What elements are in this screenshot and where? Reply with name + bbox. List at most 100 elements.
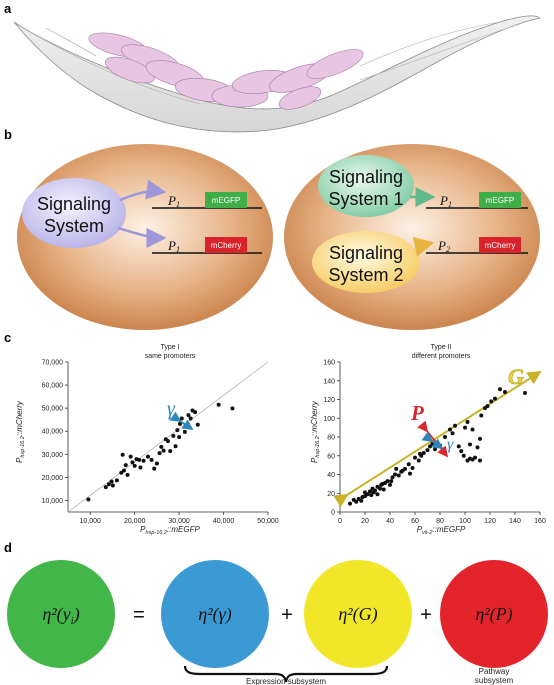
y-tick-label: 20,000 bbox=[42, 475, 64, 482]
variance-decomposition: η²(yi) = η²(γ) + η²(G) + η²(P) Expressio… bbox=[7, 560, 548, 685]
x-tick-label: 100 bbox=[459, 518, 471, 525]
data-point bbox=[216, 402, 221, 407]
x-tick-label: 140 bbox=[509, 518, 521, 525]
data-point bbox=[406, 462, 411, 467]
x-tick-label: 160 bbox=[534, 518, 546, 525]
data-point bbox=[359, 498, 364, 503]
data-point bbox=[410, 465, 415, 470]
y-tick-label: 10,000 bbox=[42, 498, 64, 505]
promoter-label: P bbox=[167, 193, 176, 208]
equals-sign: = bbox=[133, 604, 145, 626]
gamma-annotation: γ bbox=[167, 398, 176, 420]
data-point bbox=[396, 473, 401, 478]
data-point bbox=[159, 444, 164, 449]
data-point bbox=[149, 457, 154, 462]
data-point bbox=[166, 439, 170, 444]
x-tick-label: 60 bbox=[411, 518, 419, 525]
reference-line bbox=[67, 361, 269, 513]
data-point bbox=[369, 493, 374, 498]
expression-subsystem-label: Expression subsystem bbox=[246, 677, 326, 685]
data-point bbox=[354, 499, 359, 504]
data-point bbox=[473, 455, 477, 460]
data-point bbox=[459, 449, 464, 454]
x-tick-label: 120 bbox=[484, 518, 496, 525]
panel-label-b: b bbox=[4, 127, 12, 142]
signaling-system-2-label-1: Signaling bbox=[329, 243, 403, 263]
data-point bbox=[453, 423, 457, 428]
p-annotation: P bbox=[410, 401, 424, 425]
data-point bbox=[128, 454, 133, 459]
data-point bbox=[138, 465, 143, 470]
gamma-circle bbox=[161, 560, 269, 668]
gene-label: mCherry bbox=[211, 241, 242, 250]
cell-type-i: Signaling System P 1 P 1 mEGFP mCherry bbox=[17, 144, 273, 330]
scatter-chart-type-ii: Type II different promoters 0 20 40 60 80 100… bbox=[310, 344, 546, 536]
expression-brace bbox=[183, 665, 389, 683]
g-annotation: G bbox=[508, 364, 524, 389]
y-tick-label: 60 bbox=[327, 453, 335, 460]
p-label: η²(P) bbox=[475, 604, 512, 625]
data-point bbox=[378, 486, 382, 491]
arrow-to-promoter-bottom bbox=[117, 226, 167, 248]
data-point bbox=[475, 445, 480, 450]
data-point bbox=[478, 436, 482, 441]
data-point bbox=[465, 420, 470, 424]
promoter-label: P bbox=[439, 193, 448, 208]
lhs-circle bbox=[7, 560, 115, 668]
chart-subtitle: different promoters bbox=[412, 353, 471, 360]
y-tick-label: 30,000 bbox=[42, 452, 64, 459]
data-point bbox=[114, 478, 119, 483]
data-point bbox=[188, 416, 193, 421]
x-tick-label: 80 bbox=[436, 518, 444, 525]
data-point bbox=[425, 448, 430, 453]
data-point bbox=[450, 431, 455, 436]
data-point bbox=[375, 492, 380, 497]
data-point bbox=[388, 482, 392, 487]
signaling-system-1-node bbox=[318, 155, 414, 217]
y-tick-label: 140 bbox=[323, 378, 335, 385]
data-point bbox=[416, 458, 421, 463]
data-point bbox=[498, 387, 502, 392]
g-circle bbox=[304, 560, 412, 668]
data-point bbox=[394, 466, 399, 471]
x-tick-label: 30,000 bbox=[168, 518, 190, 525]
data-point bbox=[137, 457, 142, 462]
data-point bbox=[393, 472, 397, 477]
gamma-arrow bbox=[169, 411, 194, 430]
y-tick-label: 80 bbox=[327, 435, 335, 442]
data-point bbox=[433, 447, 437, 452]
data-point bbox=[390, 475, 395, 480]
signaling-system-label-2: System bbox=[44, 216, 104, 236]
gamma-label: η²(γ) bbox=[198, 604, 231, 625]
data-point bbox=[421, 450, 426, 455]
gene-label: mEGFP bbox=[486, 196, 514, 205]
promoter-subscript: 1 bbox=[176, 200, 180, 209]
y-tick-label: 120 bbox=[323, 397, 335, 404]
data-point bbox=[478, 458, 482, 463]
lhs-label: η²(yi) bbox=[42, 604, 79, 627]
data-point bbox=[152, 466, 157, 471]
data-point bbox=[146, 454, 150, 459]
x-tick-label: 0 bbox=[338, 518, 342, 525]
gene-box-megfp bbox=[205, 192, 247, 208]
signaling-system-node bbox=[22, 178, 126, 248]
x-tick-label: 40 bbox=[386, 518, 394, 525]
data-point bbox=[373, 488, 377, 493]
signaling-system-label-1: Signaling bbox=[37, 194, 111, 214]
promoter-subscript: 1 bbox=[448, 200, 452, 209]
data-point bbox=[385, 479, 390, 484]
data-point bbox=[119, 470, 124, 475]
data-point bbox=[193, 410, 198, 415]
gene-label: mCherry bbox=[485, 241, 516, 250]
data-point bbox=[403, 466, 407, 471]
promoter-label: P bbox=[437, 238, 446, 253]
data-point bbox=[106, 482, 111, 487]
data-point bbox=[179, 416, 184, 421]
chart-subtitle: same promoters bbox=[145, 353, 196, 360]
signaling-system-2-node bbox=[312, 231, 420, 293]
data-point bbox=[230, 406, 235, 411]
x-tick-label: 20 bbox=[361, 518, 369, 525]
data-point bbox=[86, 497, 91, 502]
data-point bbox=[123, 463, 128, 468]
x-axis-label: Phsp-16.2::mEGFP bbox=[140, 525, 200, 536]
